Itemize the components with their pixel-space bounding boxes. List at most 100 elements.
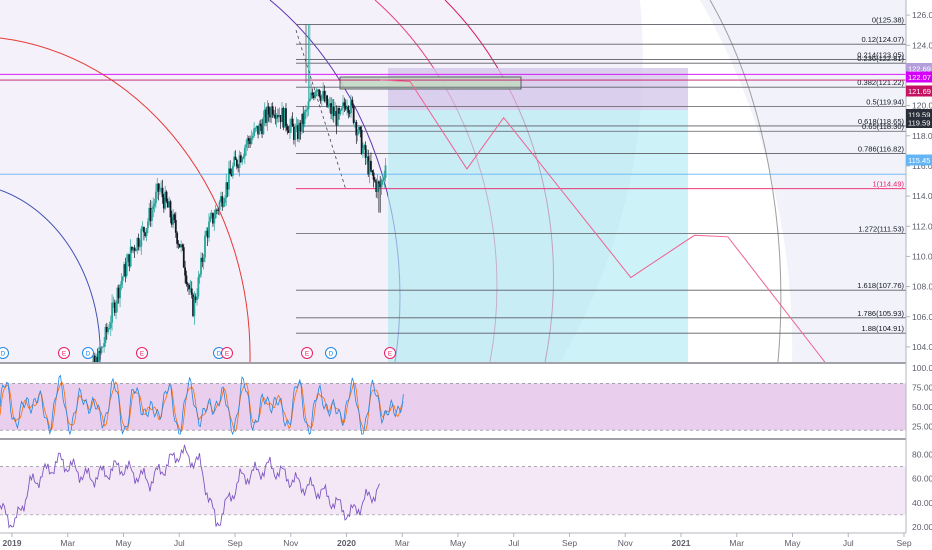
candle-body	[212, 212, 214, 224]
candle-body	[115, 303, 117, 313]
earnings-event-marker[interactable]	[58, 347, 70, 359]
candle-body	[245, 144, 248, 148]
candle-body	[250, 138, 253, 144]
candle-body	[139, 246, 141, 248]
candle-body	[95, 356, 98, 362]
candle-body	[366, 156, 368, 158]
candle-body	[209, 216, 212, 222]
candle-body	[231, 165, 234, 177]
candle-body	[304, 109, 307, 112]
price-tick-label: 118.00	[912, 131, 932, 141]
candle-body	[200, 257, 202, 275]
candle-body	[164, 191, 167, 209]
earnings-event-marker[interactable]	[136, 347, 148, 359]
price-tick-label: 116.00	[912, 161, 932, 171]
candle-body	[93, 355, 96, 362]
time-tick-label: Mar	[395, 538, 410, 548]
earnings-event-marker[interactable]	[384, 347, 396, 359]
candle-body	[152, 206, 155, 210]
event-marker-label: E	[388, 351, 393, 358]
fib-level-label: 0.382(121.22)	[857, 78, 904, 87]
earnings-event-marker[interactable]	[221, 347, 233, 359]
candle-body	[306, 109, 309, 111]
candle-body	[169, 201, 172, 218]
time-tick-label: May	[115, 538, 132, 548]
earnings-event-marker[interactable]	[301, 347, 313, 359]
candle-body	[327, 104, 330, 107]
candle-body	[210, 212, 213, 217]
candle-body	[287, 130, 290, 133]
dividend-event-marker[interactable]	[0, 347, 9, 359]
candle-body	[224, 198, 226, 204]
candle-body	[261, 126, 263, 135]
candle-body	[154, 191, 157, 204]
candle-body	[218, 201, 221, 211]
candle-body	[330, 103, 333, 114]
candle-body	[277, 115, 279, 117]
dividend-event-marker[interactable]	[325, 347, 337, 359]
candle-body	[225, 182, 228, 199]
candle-body	[267, 106, 270, 115]
projected-price-path[interactable]	[379, 79, 826, 362]
long-position-zone[interactable]	[339, 68, 688, 362]
candle-body	[217, 209, 220, 211]
time-tick-label: Nov	[618, 538, 634, 548]
candle-body	[230, 174, 233, 177]
stochastic-band	[0, 383, 906, 431]
candle-body	[289, 124, 291, 133]
time-axis[interactable]: 2019 Mar May Jul Sep Nov 2020 Mar May Jul Sep Nov 20…	[3, 533, 912, 548]
price-axis[interactable]: 126.00124.00122.00120.00118.00116.00114.…	[906, 10, 932, 532]
candle-body	[137, 237, 140, 247]
candle-body	[135, 250, 137, 252]
candle-body	[120, 280, 123, 285]
candle-body	[301, 113, 303, 132]
candle-body	[297, 125, 299, 140]
candle-body	[335, 110, 338, 126]
candle-body	[314, 92, 317, 99]
event-marker-label: E	[62, 351, 67, 358]
candle-body	[286, 126, 289, 131]
candle-body	[320, 94, 323, 101]
time-tick-label: 2021	[672, 538, 691, 548]
price-tag	[906, 109, 932, 120]
candle-body	[253, 128, 256, 136]
time-tick-label: Nov	[283, 538, 299, 548]
candle-body	[344, 105, 347, 110]
candle-body	[206, 230, 209, 238]
candle-body	[143, 227, 145, 233]
candle-body	[92, 355, 95, 362]
event-marker-label: D	[86, 351, 91, 358]
fib-extension[interactable]: 0(125.38) 0.12(124.07) 0.214(123.05)0.236(…	[295, 15, 906, 334]
dividend-event-marker[interactable]	[82, 347, 94, 359]
candle-body	[350, 99, 352, 114]
candle-body	[324, 95, 327, 102]
candle-body	[162, 197, 165, 209]
event-marker-label: D	[1, 351, 6, 358]
candle-body	[131, 246, 133, 251]
candle-body	[145, 228, 148, 236]
candle-body	[153, 203, 156, 207]
candle-body	[96, 356, 99, 362]
candle-body	[377, 181, 380, 184]
price-tag-label: 119.59	[908, 111, 930, 120]
candle-body	[97, 351, 100, 362]
candle-body	[346, 106, 348, 110]
candle-body	[178, 244, 181, 248]
fib-level-label: 0.12(124.07)	[861, 35, 904, 44]
price-tag	[906, 154, 932, 166]
candle-body	[370, 160, 372, 171]
candle-body	[113, 302, 116, 313]
fib-level-label: 0.65(118.30)	[862, 122, 904, 131]
projection-path[interactable]	[379, 79, 826, 362]
candle-body	[308, 98, 311, 102]
candle-body	[237, 166, 240, 168]
candle-body	[311, 92, 314, 96]
candle-body	[151, 209, 153, 221]
candle-body	[190, 288, 193, 295]
price-tick-label: 106.00	[912, 312, 932, 322]
gann-arc-blue-small	[0, 189, 101, 362]
candle-body	[119, 284, 121, 299]
candle-body	[355, 122, 358, 136]
